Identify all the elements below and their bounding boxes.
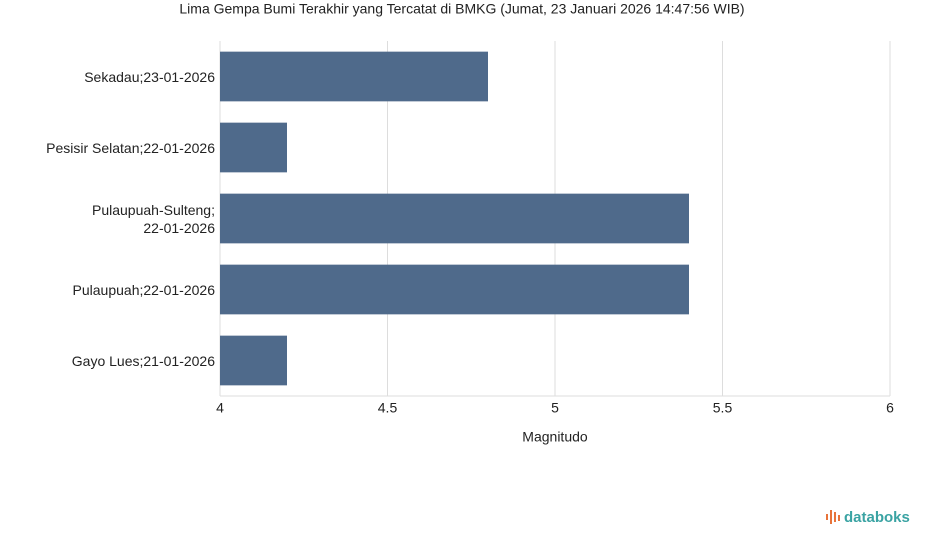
x-tick-label: 5.5 bbox=[713, 400, 733, 416]
bar bbox=[220, 193, 689, 244]
chart-title: Lima Gempa Bumi Terakhir yang Tercatat d… bbox=[179, 1, 744, 17]
x-tick-label: 4 bbox=[216, 400, 224, 416]
bar bbox=[220, 122, 287, 173]
x-axis-label: Magnitudo bbox=[522, 429, 588, 445]
y-tick-label: Gayo Lues;21-01-2026 bbox=[71, 352, 215, 369]
x-tick-label: 5 bbox=[551, 400, 559, 416]
bar bbox=[220, 335, 287, 386]
bar bbox=[220, 51, 488, 102]
bar bbox=[220, 264, 689, 315]
y-tick-label: Pesisir Selatan;22-01-2026 bbox=[46, 139, 215, 156]
y-tick-label: Sekadau;23-01-2026 bbox=[84, 68, 215, 85]
y-tick-label: Pulaupuah;22-01-2026 bbox=[72, 281, 215, 298]
y-tick-label: Pulaupuah-Sulteng; 22-01-2026 bbox=[92, 201, 215, 236]
logo-text: databoks bbox=[844, 509, 910, 526]
logo-icon bbox=[826, 510, 840, 524]
x-tick-label: 4.5 bbox=[378, 400, 398, 416]
x-tick-label: 6 bbox=[886, 400, 894, 416]
